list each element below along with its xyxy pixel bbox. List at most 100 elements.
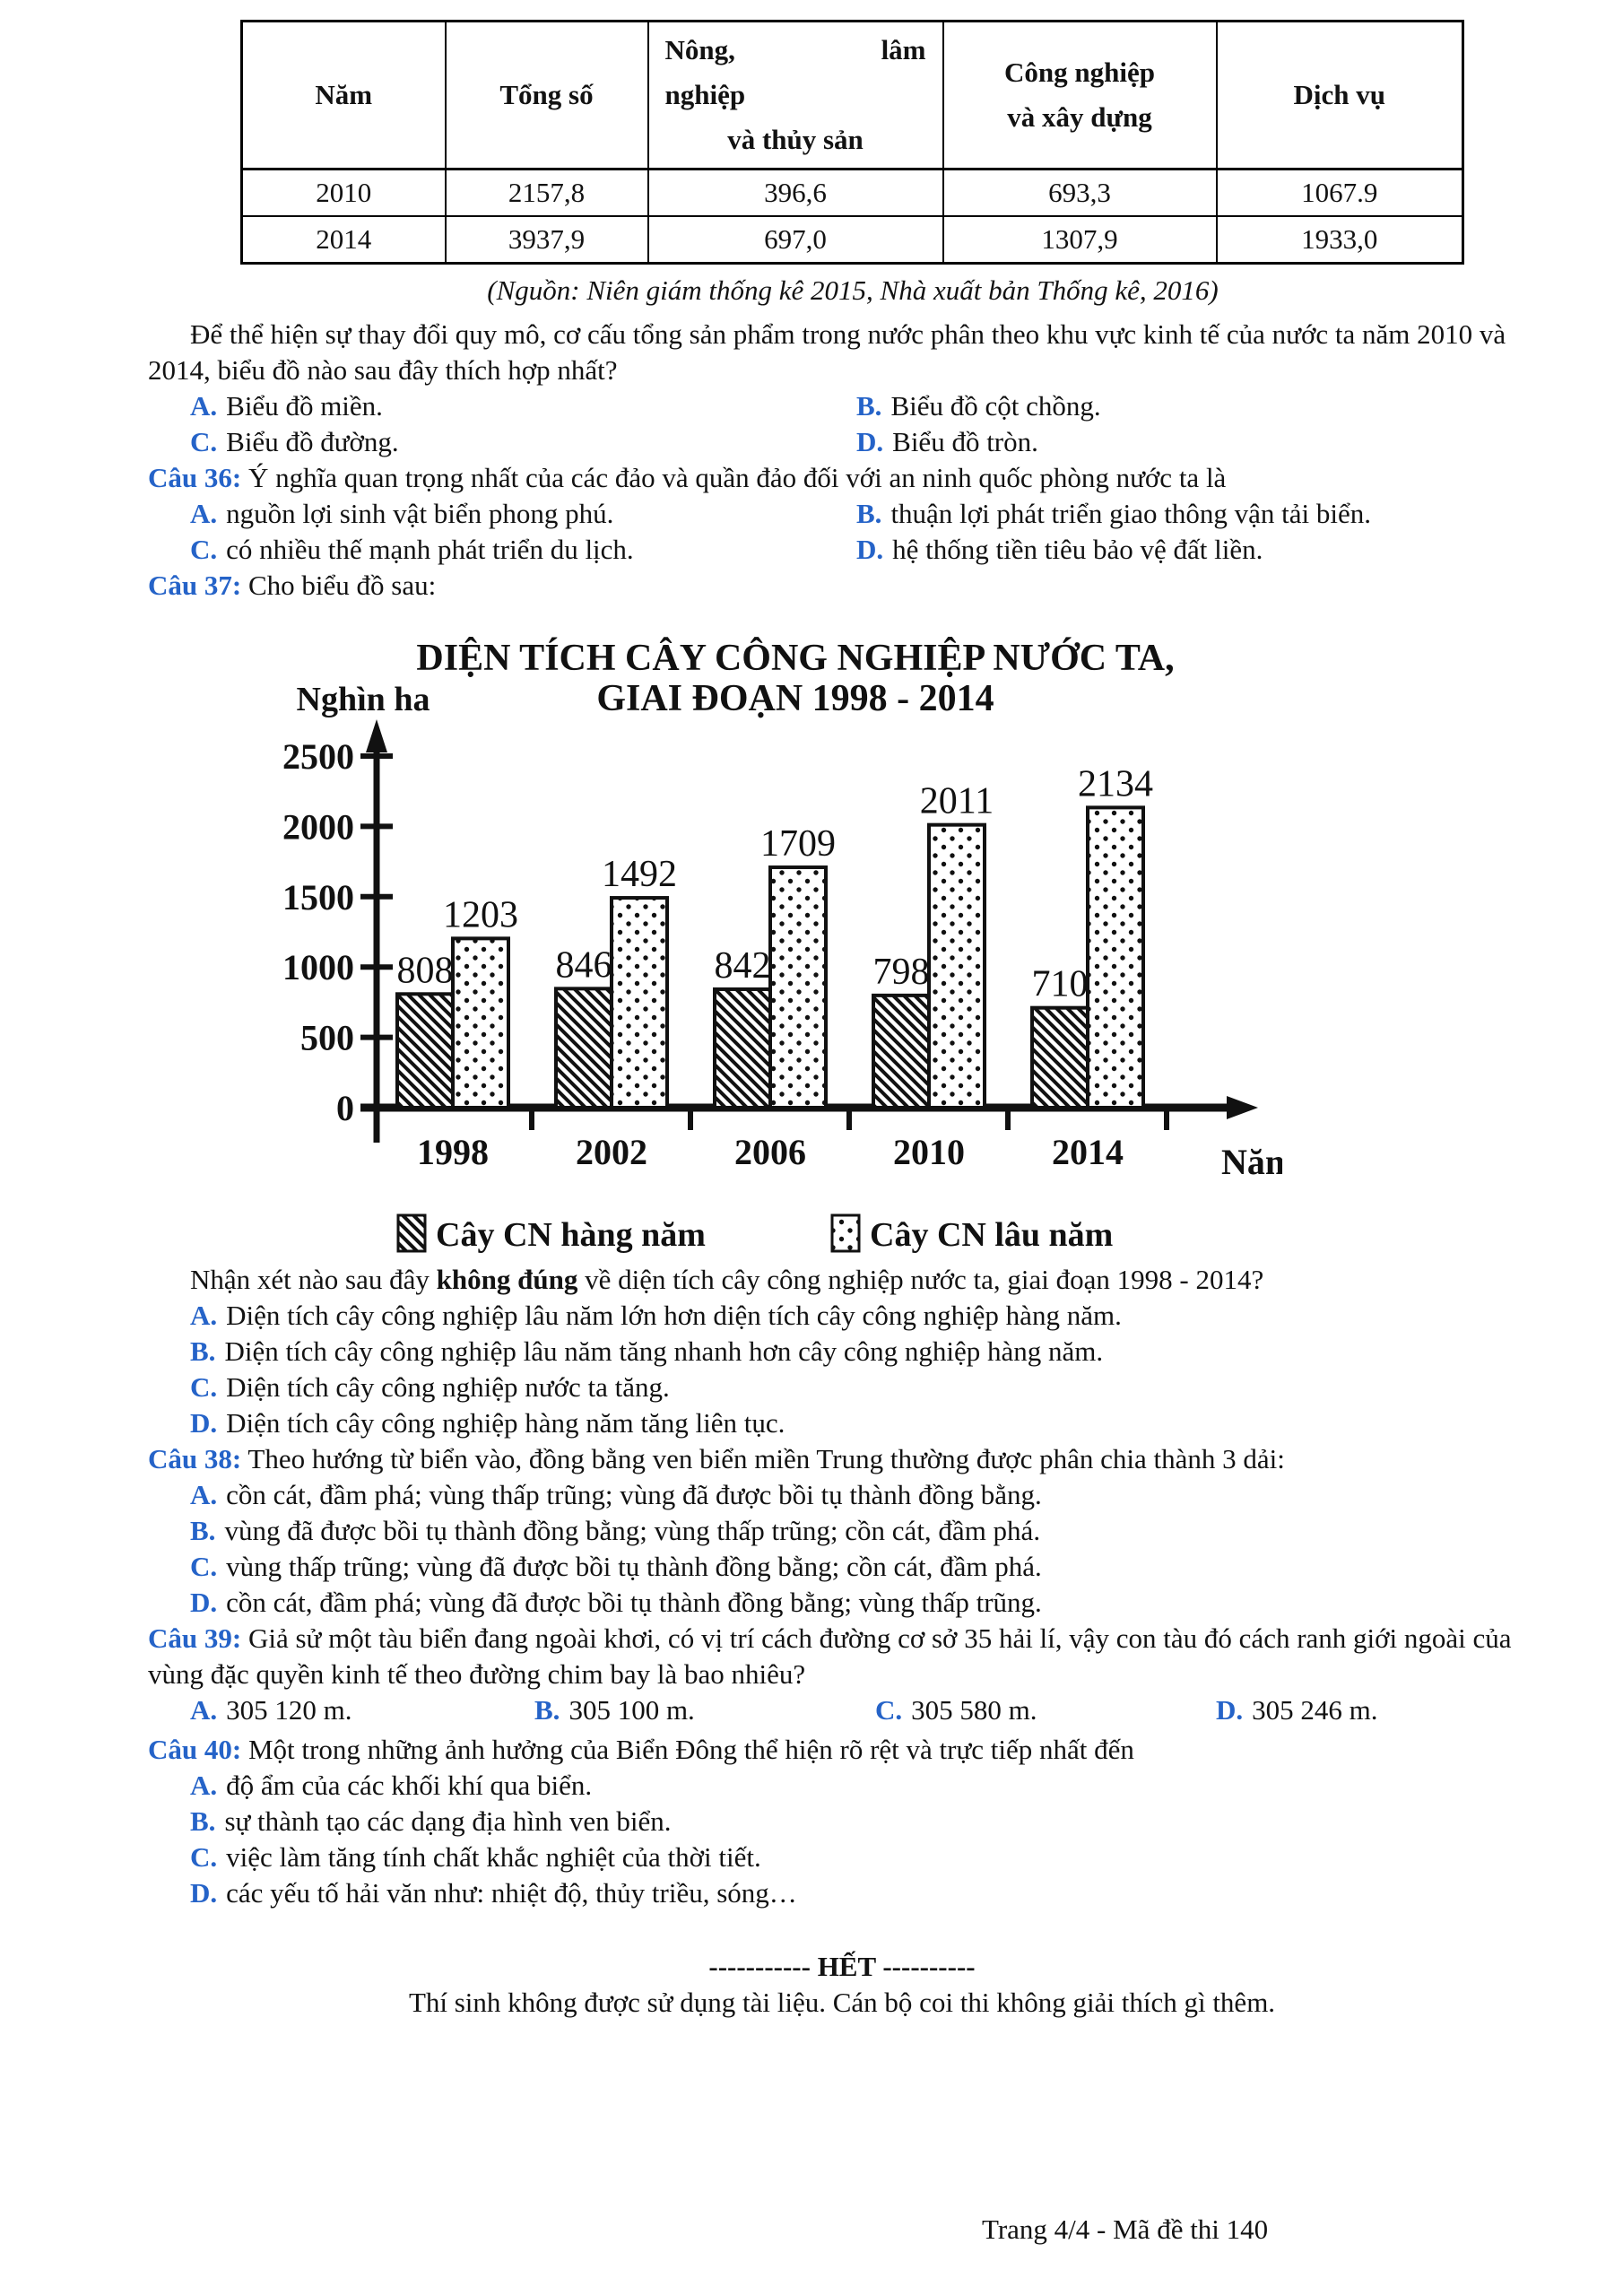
question-35-option-c: C. Biểu đồ đường. — [190, 424, 856, 460]
question-number: Câu 37: — [148, 570, 242, 601]
legend-swatch-annual — [396, 1213, 427, 1253]
question-40-option-b: B. sự thành tạo các dạng địa hình ven biể… — [190, 1804, 1536, 1839]
question-36-options: A. nguồn lợi sinh vật biển phong phú. B. t… — [148, 496, 1536, 568]
option-letter: B. — [534, 1694, 560, 1726]
x-axis-arrow — [1227, 1096, 1258, 1119]
closing-note: Thí sinh không được sử dụng tài liệu. Cá… — [408, 1987, 1276, 2018]
y-tick-label: 2000 — [282, 806, 354, 847]
question-text: Một trong những ảnh hưởng của Biển Đông … — [247, 1734, 1134, 1765]
option-text: thuận lợi phát triển giao thông vận tải … — [890, 498, 1371, 529]
table-cell: 2010 — [240, 168, 447, 217]
question-38-option-d: D. cồn cát, đầm phá; vùng đã được bồi tụ … — [190, 1585, 1536, 1621]
option-text: sự thành tạo các dạng địa hình ven biển. — [224, 1805, 672, 1837]
table-cell: 1067.9 — [1215, 168, 1464, 217]
option-letter: A. — [190, 1770, 218, 1801]
option-text: Diện tích cây công nghiệp hàng năm tăng … — [226, 1407, 785, 1439]
option-letter: A. — [190, 1694, 218, 1726]
option-letter: B. — [190, 1515, 216, 1546]
option-letter: D. — [856, 534, 884, 565]
question-39-option-c: C. 305 580 m. — [875, 1692, 1216, 1728]
question-text: Nhận xét nào sau đây — [190, 1264, 437, 1295]
option-text: các yếu tố hải văn như: nhiệt độ, thủy t… — [226, 1877, 797, 1909]
question-37-options: A. Diện tích cây công nghiệp lâu năm lớn … — [148, 1298, 1536, 1441]
question-35-text: Để thể hiện sự thay đổi quy mô, cơ cấu t… — [148, 318, 1506, 386]
bar-value-label: 842 — [715, 945, 771, 987]
header-text: và thủy sản — [727, 124, 864, 155]
question-text: Theo hướng từ biển vào, đồng bằng ven bi… — [247, 1443, 1285, 1474]
chart-x-axis-label: Năm — [1221, 1142, 1282, 1182]
question-40-option-d: D. các yếu tố hải văn như: nhiệt độ, thủy… — [190, 1875, 1536, 1911]
table-cell: 2157,8 — [444, 168, 649, 217]
question-39-header: Câu 39: Giả sử một tàu biển đang ngoài k… — [148, 1621, 1536, 1692]
x-category-label: 2006 — [734, 1132, 806, 1172]
y-tick-label: 2500 — [282, 736, 354, 777]
question-36-option-d: D. hệ thống tiền tiêu bảo vệ đất liền. — [856, 532, 1536, 568]
option-letter: B. — [856, 390, 882, 422]
x-category-label: 1998 — [417, 1132, 489, 1172]
col-header-industry: Công nghiệp và xây dựng — [942, 20, 1218, 170]
question-text: Giả sử một tàu biển đang ngoài khơi, có … — [148, 1622, 1512, 1690]
question-37-option-b: B. Diện tích cây công nghiệp lâu năm tăng… — [190, 1334, 1536, 1370]
table-cell: 2014 — [240, 215, 447, 265]
chart-y-axis-label: Nghìn ha — [297, 681, 430, 718]
table-header-row: Năm Tổng số Nông, lâm nghiệp và thủy sản… — [240, 20, 1464, 170]
option-text: có nhiều thế mạnh phát triển du lịch. — [226, 534, 634, 565]
table-cell: 693,3 — [942, 168, 1218, 217]
bar-annual-2014 — [1030, 1005, 1089, 1109]
option-letter: C. — [190, 1371, 218, 1403]
option-text: 305 246 m. — [1252, 1694, 1378, 1726]
col-header-agriculture-line1: Nông, lâm — [649, 28, 942, 73]
bar-annual-1998 — [395, 992, 455, 1109]
legend-label-perennial: Cây CN lâu năm — [870, 1216, 1113, 1254]
question-text-bold: không đúng — [436, 1264, 578, 1295]
bar-perennial-2014 — [1086, 805, 1145, 1109]
question-39-option-a: A. 305 120 m. — [190, 1692, 534, 1728]
option-letter: A. — [190, 390, 218, 422]
col-header-services: Dịch vụ — [1215, 20, 1464, 170]
question-36-header: Câu 36: Ý nghĩa quan trọng nhất của các … — [148, 460, 1536, 496]
bar-value-label: 1709 — [760, 823, 836, 865]
table-cell: 1307,9 — [942, 215, 1218, 265]
question-38-option-b: B. vùng đã được bồi tụ thành đồng bằng; v… — [190, 1513, 1536, 1549]
x-category-label: 2002 — [576, 1132, 647, 1172]
bar-value-label: 846 — [556, 944, 612, 986]
option-letter: D. — [190, 1407, 218, 1439]
table-source-note: (Nguồn: Niên giám thống kê 2015, Nhà xuấ… — [487, 274, 1219, 306]
bar-annual-2006 — [713, 987, 772, 1109]
bar-perennial-2006 — [768, 865, 828, 1109]
y-tick-label: 1000 — [282, 947, 354, 987]
table-cell: 396,6 — [647, 168, 944, 217]
option-letter: A. — [190, 498, 218, 529]
question-text: Ý nghĩa quan trọng nhất của các đảo và q… — [247, 462, 1227, 493]
y-tick-label: 1500 — [282, 877, 354, 918]
option-text: Diện tích cây công nghiệp lâu năm lớn hơ… — [226, 1300, 1122, 1331]
option-text: Biểu đồ miền. — [226, 390, 383, 422]
end-marker: ----------- HẾT ---------- — [708, 1951, 976, 1982]
question-40-option-a: A. độ ẩm của các khối khí qua biển. — [190, 1768, 1536, 1804]
option-letter: B. — [856, 498, 882, 529]
col-header-year: Năm — [240, 20, 447, 170]
chart-title-line1: DIỆN TÍCH CÂY CÔNG NGHIỆP NƯỚC TA, — [416, 636, 1174, 679]
question-38-option-a: A. cồn cát, đầm phá; vùng thấp trũng; vùn… — [190, 1477, 1536, 1513]
option-letter: D. — [1216, 1694, 1244, 1726]
question-number: Câu 36: — [148, 462, 242, 493]
table-cell: 697,0 — [647, 215, 944, 265]
option-text: cồn cát, đầm phá; vùng đã được bồi tụ th… — [226, 1587, 1042, 1618]
question-39-option-d: D. 305 246 m. — [1216, 1692, 1536, 1728]
bar-value-label: 710 — [1032, 964, 1089, 1005]
table-row: 2014 3937,9 697,0 1307,9 1933,0 — [240, 215, 1464, 265]
table-row: 2010 2157,8 396,6 693,3 1067.9 — [240, 168, 1464, 217]
option-text: việc làm tăng tính chất khắc nghiệt của … — [226, 1841, 761, 1873]
page-footer: Trang 4/4 - Mã đề thi 140 — [982, 2213, 1269, 2245]
option-letter: C. — [190, 426, 218, 457]
option-letter: C. — [190, 1841, 218, 1873]
bar-value-label: 1492 — [602, 854, 677, 895]
header-text: và xây dựng — [1007, 101, 1152, 133]
industrial-crops-bar-chart: DIỆN TÍCH CÂY CÔNG NGHIỆP NƯỚC TA, GIAI Đ… — [215, 630, 1282, 1257]
bar-value-label: 808 — [397, 950, 454, 991]
question-36-option-b: B. thuận lợi phát triển giao thông vận tả… — [856, 496, 1536, 532]
bar-value-label: 798 — [873, 952, 930, 993]
question-40-option-c: C. việc làm tăng tính chất khắc nghiệt củ… — [190, 1839, 1536, 1875]
option-text: hệ thống tiền tiêu bảo vệ đất liền. — [892, 534, 1263, 565]
